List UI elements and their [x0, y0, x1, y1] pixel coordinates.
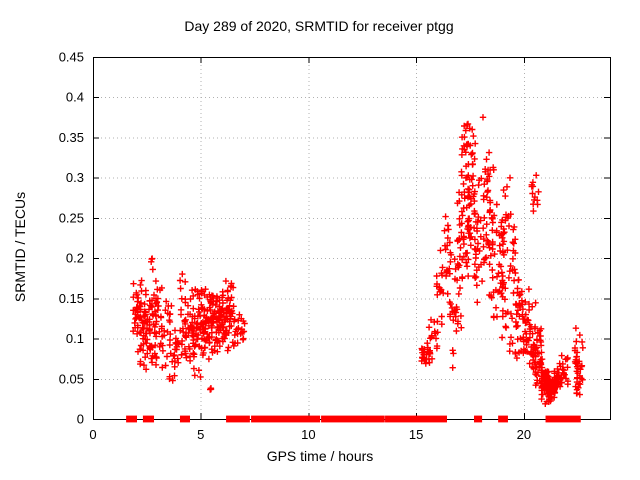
- scatter-points: [130, 114, 586, 407]
- y-tick-label: 0: [77, 412, 84, 427]
- y-tick-label: 0.35: [59, 130, 84, 145]
- y-tick-label: 0.05: [59, 371, 84, 386]
- chart-title: Day 289 of 2020, SRMTID for receiver ptg…: [184, 18, 454, 34]
- y-tick-label: 0.1: [66, 331, 84, 346]
- zero-value-bar: [226, 415, 250, 423]
- x-tick-label: 15: [409, 427, 423, 442]
- zero-value-bar: [545, 415, 581, 423]
- y-tick-label: 0.45: [59, 50, 84, 65]
- x-tick-label: 0: [89, 427, 96, 442]
- x-axis-label: GPS time / hours: [266, 448, 374, 464]
- zero-value-bar: [179, 415, 190, 423]
- y-tick-label: 0.4: [66, 90, 84, 105]
- zero-value-bar: [126, 415, 138, 423]
- zero-value-bar: [366, 415, 385, 423]
- y-tick-label: 0.15: [59, 291, 84, 306]
- zero-value-bar: [321, 415, 368, 423]
- zero-value-bar: [498, 415, 508, 423]
- y-tick-label: 0.3: [66, 170, 84, 185]
- y-tick-label: 0.2: [66, 251, 84, 266]
- x-tick-label: 10: [301, 427, 315, 442]
- x-tick-label: 5: [197, 427, 204, 442]
- y-tick-label: 0.25: [59, 210, 84, 225]
- plot-frame: [93, 57, 611, 420]
- zero-value-bar: [385, 415, 447, 423]
- x-tick-label: 20: [517, 427, 531, 442]
- zero-value-bar: [251, 415, 321, 423]
- zero-value-bar: [474, 415, 483, 423]
- zero-value-bar: [142, 415, 155, 423]
